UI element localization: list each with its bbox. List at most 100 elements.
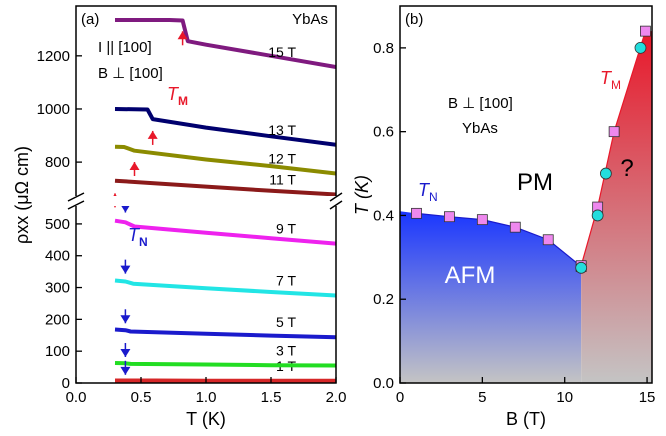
panel-a: 1 T3 T5 T7 T9 T11 T12 T13 T15 T 0.0 0.5 1.… xyxy=(12,5,347,429)
transition-arrow-head xyxy=(129,162,140,171)
x-tick-label: 2.0 xyxy=(326,389,347,406)
tm-line-label: TM xyxy=(600,68,621,92)
axis-break-mark xyxy=(329,200,343,210)
tm-line-label-sub: M xyxy=(611,78,621,92)
panel-b: 0 5 10 15 0.0 0.2 0.4 0.6 0.8 (b) B ⊥ [100] YbAs… xyxy=(352,5,655,429)
tm-circle-point xyxy=(634,41,647,54)
transition-arrow-head xyxy=(120,204,131,213)
panel-a-plot-area: 1 T3 T5 T7 T9 T11 T12 T13 T15 T xyxy=(114,18,336,383)
transition-arrow-head xyxy=(147,130,158,139)
y-tick-label: 800 xyxy=(45,154,70,171)
y-tick-label: 1000 xyxy=(37,101,70,118)
x-tick-label: 10 xyxy=(556,389,573,406)
afm-region xyxy=(400,211,582,383)
y-tick-label: 1200 xyxy=(37,48,70,65)
transition-arrow-head xyxy=(120,265,131,274)
panel-b-condition: B ⊥ [100] xyxy=(448,95,513,112)
panel-a-condition-current: I || [100] xyxy=(98,39,152,56)
axis-break-mark xyxy=(67,200,85,210)
transition-arrow-head xyxy=(177,31,188,40)
transition-arrow-head xyxy=(120,366,131,375)
tn-line-label: TN xyxy=(418,180,438,204)
x-tick-label: 0 xyxy=(396,389,404,406)
y-tick-label: 400 xyxy=(45,248,70,265)
panel-a-axes: 0.0 0.5 1.0 1.5 2.0 0 100 200 300 400 500 800 1000 12… xyxy=(37,48,347,406)
series-label: 9 T xyxy=(276,221,296,237)
series-7T-line xyxy=(114,278,336,298)
tn-square-point xyxy=(509,221,521,233)
panel-a-label: (a) xyxy=(81,11,99,28)
tn-line-label-sub: N xyxy=(429,190,438,204)
tn-annotation-sub: N xyxy=(139,235,148,249)
tm-circle-point xyxy=(599,167,612,180)
x-tick-label: 15 xyxy=(639,389,656,406)
tm-square-point xyxy=(640,25,651,37)
panel-b-frame xyxy=(399,5,653,384)
tn-boundary-line xyxy=(416,212,582,268)
series-3T-line xyxy=(114,361,336,368)
series-9T-line xyxy=(114,218,336,246)
axis-break-gap xyxy=(70,196,342,206)
series-label: 7 T xyxy=(276,273,296,289)
tn-annotation-main: T xyxy=(128,225,141,245)
axis-break-mark xyxy=(329,192,343,202)
tm-annotation-sub: M xyxy=(178,94,188,108)
y-tick-label: 0.2 xyxy=(373,291,394,308)
tn-square-point xyxy=(476,214,488,226)
x-tick-label: 1.5 xyxy=(261,389,282,406)
series-15T-line xyxy=(115,18,336,69)
panel-a-condition-field: B ⊥ [100] xyxy=(98,65,163,82)
transition-arrow-head xyxy=(120,315,131,324)
y-tick-label: 300 xyxy=(45,280,70,297)
y-tick-label: 100 xyxy=(45,343,70,360)
panel-b-label: (b) xyxy=(405,11,423,28)
x-tick-label: 0.0 xyxy=(66,389,87,406)
tm-line-label-main: T xyxy=(600,68,613,88)
series-5T-line xyxy=(114,327,336,340)
tn-square-point xyxy=(411,207,422,219)
tn-square-point xyxy=(444,211,455,223)
x-tick-label: 5 xyxy=(478,389,486,406)
panel-b-axes: 0 5 10 15 0.0 0.2 0.4 0.6 0.8 xyxy=(373,40,655,406)
tn-square-point xyxy=(542,234,554,246)
y-tick-label: 0.6 xyxy=(373,124,394,141)
tm-square-point xyxy=(608,126,620,138)
tm-annotation: TM xyxy=(167,84,188,108)
transition-arrow-head xyxy=(120,349,131,357)
axis-break-mark xyxy=(67,192,85,202)
tm-annotation-main: T xyxy=(167,84,180,104)
tn-annotation: TN xyxy=(128,225,148,249)
y-tick-label: 200 xyxy=(45,311,70,328)
panel-a-material: YbAs xyxy=(292,11,328,28)
series-label: 13 T xyxy=(268,122,296,138)
panel-b-x-label: B (T) xyxy=(506,409,546,429)
tn-line-label-main: T xyxy=(418,180,431,200)
region-afm-label: AFM xyxy=(445,262,496,289)
panel-b-data xyxy=(411,25,651,274)
panel-b-material: YbAs xyxy=(462,120,498,137)
series-label: 5 T xyxy=(276,314,296,330)
panel-a-x-label: T (K) xyxy=(186,409,226,429)
region-unknown-label: ? xyxy=(620,155,633,182)
y-tick-label: 0 xyxy=(62,375,70,392)
series-11T-line xyxy=(114,178,336,197)
tm-circle-point xyxy=(591,209,604,222)
series-12T-line xyxy=(114,144,336,176)
tm-circle-point xyxy=(575,261,588,274)
y-tick-label: 500 xyxy=(45,216,70,233)
region-pm-label: PM xyxy=(517,169,553,196)
panel-b-y-label: T (K) xyxy=(352,175,372,215)
series-label: 11 T xyxy=(269,172,296,188)
high-field-region xyxy=(581,31,652,383)
panel-a-y-label: ρxx (μΩ cm) xyxy=(12,146,32,244)
x-tick-label: 0.5 xyxy=(131,389,152,406)
x-tick-label: 1.0 xyxy=(196,389,217,406)
y-tick-label: 0.4 xyxy=(373,207,394,224)
panel-b-regions xyxy=(400,31,652,383)
series-label: 3 T xyxy=(276,343,296,359)
y-tick-label: 0.0 xyxy=(373,375,394,392)
series-label: 12 T xyxy=(268,151,296,167)
series-13T-line xyxy=(114,107,336,147)
y-tick-label: 0.8 xyxy=(373,40,394,57)
